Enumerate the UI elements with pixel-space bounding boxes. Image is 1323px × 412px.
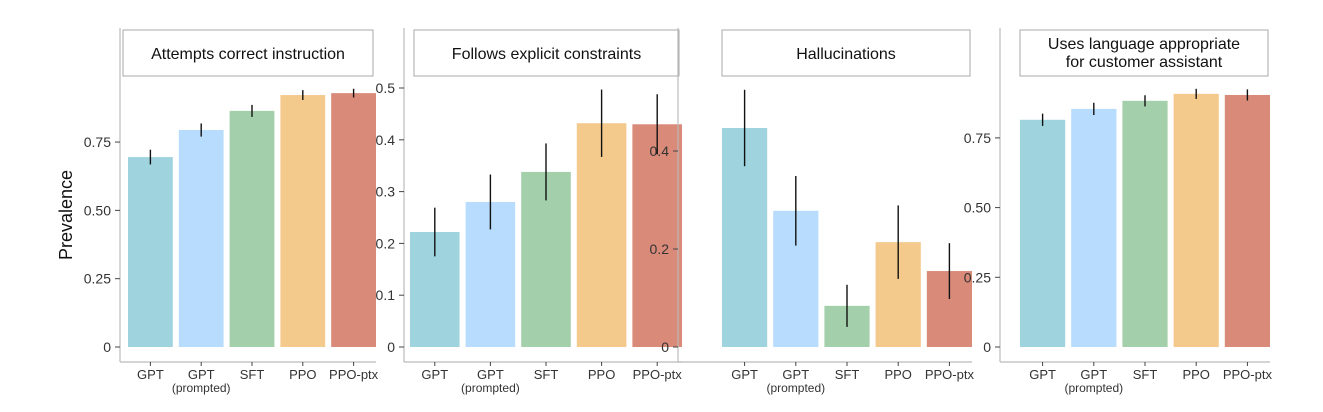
x-tick-sublabel: (prompted) — [172, 381, 231, 395]
x-tick-sublabel: (prompted) — [766, 381, 825, 395]
panel-title: Follows explicit constraints — [452, 46, 641, 63]
y-tick-label: 0 — [661, 339, 669, 355]
x-tick-label: GPT — [137, 367, 164, 382]
x-tick-label: PPO — [1182, 367, 1209, 382]
bar-ppo — [576, 123, 627, 347]
bar-sft — [229, 110, 275, 348]
x-tick-label: PPO-ptx — [1223, 367, 1273, 382]
x-tick-label: PPO — [884, 367, 911, 382]
x-tick-label: GPT — [188, 367, 215, 382]
x-tick-label: GPT — [477, 367, 504, 382]
x-tick-sublabel: (prompted) — [461, 381, 520, 395]
y-tick-label: 0.25 — [84, 271, 111, 287]
y-tick-label: 0.2 — [376, 235, 396, 251]
bar-ppo — [1173, 93, 1219, 347]
bar-ppo-ptx — [331, 93, 376, 347]
y-tick-label: 0 — [387, 339, 395, 355]
y-tick-label: 0.1 — [376, 287, 396, 303]
y-axis-label: Prevalence — [56, 170, 76, 260]
bar-sft — [1122, 100, 1168, 347]
y-tick-label: 0 — [103, 339, 111, 355]
x-tick-label: SFT — [240, 367, 265, 382]
panel-title-box — [1019, 29, 1269, 77]
x-tick-label: GPT — [1080, 367, 1107, 382]
bar-ppo-ptx — [632, 124, 682, 347]
panel-title: Hallucinations — [796, 46, 896, 63]
y-tick-label: 0.50 — [964, 200, 991, 216]
x-tick-sublabel: (prompted) — [1064, 381, 1123, 395]
bar-ppo — [280, 95, 326, 347]
x-tick-label: SFT — [835, 367, 860, 382]
panel-title: Attempts correct instruction — [151, 46, 345, 63]
y-tick-label: 0.75 — [84, 134, 111, 150]
y-tick-label: 0.25 — [964, 269, 991, 285]
y-tick-label: 0.4 — [650, 143, 670, 159]
panel-title-box — [413, 29, 680, 77]
x-tick-label: GPT — [421, 367, 448, 382]
bar-gpt — [1020, 119, 1066, 348]
x-tick-label: GPT — [782, 367, 809, 382]
bar-sft — [521, 171, 571, 347]
y-tick-label: 0.2 — [650, 241, 670, 257]
bar-gpt — [128, 157, 173, 347]
y-tick-label: 0.3 — [376, 184, 396, 200]
panel-title: for customer assistant — [1066, 54, 1223, 71]
x-tick-label: SFT — [1133, 367, 1158, 382]
y-tick-label: 0.50 — [84, 202, 111, 218]
x-tick-label: GPT — [1029, 367, 1056, 382]
x-tick-label: PPO-ptx — [329, 367, 379, 382]
y-tick-label: 0.75 — [964, 130, 991, 146]
y-tick-label: 0.5 — [376, 80, 396, 96]
y-tick-label: 0 — [983, 339, 991, 355]
panel-title-box — [721, 29, 971, 77]
x-tick-label: GPT — [731, 367, 758, 382]
panel-title: Uses language appropriate — [1048, 36, 1240, 53]
y-tick-label: 0.4 — [376, 132, 396, 148]
x-tick-label: PPO — [289, 367, 316, 382]
bar-gpt-prompted — [178, 130, 224, 347]
bar-ppo-ptx — [1224, 94, 1270, 347]
bar-gpt-prompted — [1071, 108, 1117, 348]
x-tick-label: PPO — [588, 367, 615, 382]
x-tick-label: PPO-ptx — [925, 367, 975, 382]
panel-title-box — [122, 29, 374, 77]
x-tick-label: SFT — [534, 367, 559, 382]
x-tick-label: PPO-ptx — [633, 367, 683, 382]
